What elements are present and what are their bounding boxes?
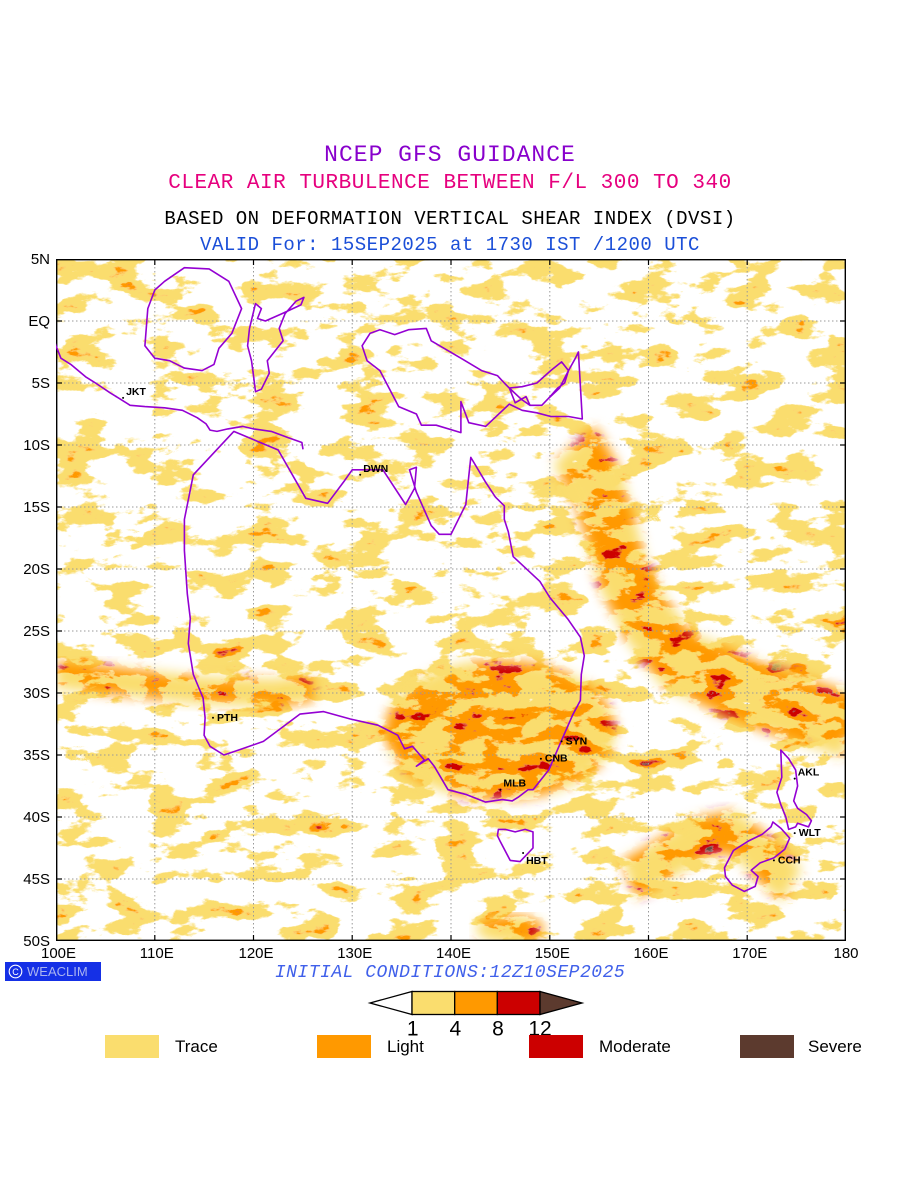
svg-text:DWN: DWN — [363, 463, 388, 475]
svg-text:JKT: JKT — [126, 386, 146, 398]
svg-text:SYN: SYN — [566, 735, 588, 747]
svg-text:HBT: HBT — [526, 855, 548, 867]
svg-text:4: 4 — [449, 1017, 461, 1040]
svg-text:PTH: PTH — [217, 712, 238, 724]
svg-text:CNB: CNB — [545, 753, 568, 765]
svg-text:AKL: AKL — [798, 767, 820, 779]
svg-text:8: 8 — [492, 1017, 504, 1040]
svg-text:WLT: WLT — [799, 827, 822, 839]
svg-text:CCH: CCH — [778, 854, 801, 866]
svg-text:MLB: MLB — [503, 778, 526, 790]
